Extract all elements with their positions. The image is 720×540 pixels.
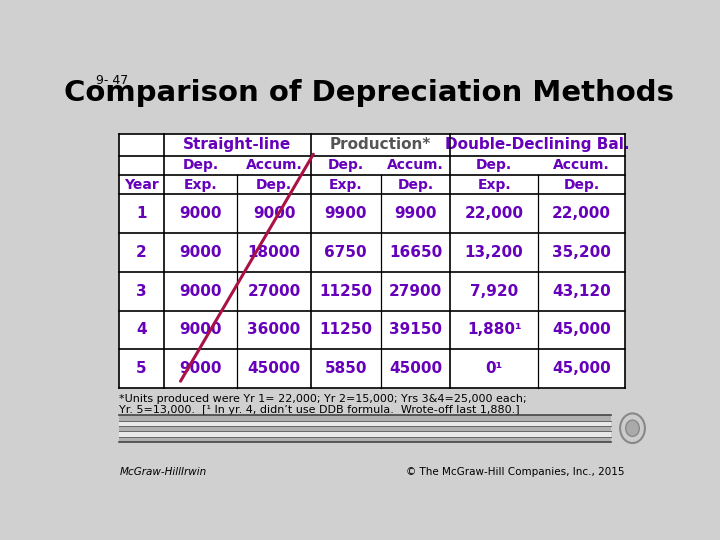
Text: 9000: 9000	[179, 206, 222, 221]
Bar	[120, 421, 611, 426]
Text: 45000: 45000	[248, 361, 301, 376]
Text: 1,880¹: 1,880¹	[467, 322, 521, 338]
Text: Comparison of Depreciation Methods: Comparison of Depreciation Methods	[64, 79, 674, 107]
Text: 2: 2	[136, 245, 147, 260]
Text: 39150: 39150	[389, 322, 442, 338]
Text: Dep.: Dep.	[476, 158, 512, 172]
Text: 5850: 5850	[325, 361, 367, 376]
Text: 27900: 27900	[389, 284, 442, 299]
Text: 4: 4	[136, 322, 147, 338]
Text: 5: 5	[136, 361, 147, 376]
Text: 45,000: 45,000	[552, 361, 611, 376]
Text: Dep.: Dep.	[256, 178, 292, 192]
Text: Exp.: Exp.	[184, 178, 217, 192]
Text: 3: 3	[136, 284, 147, 299]
Text: 36000: 36000	[248, 322, 301, 338]
Text: 43,120: 43,120	[552, 284, 611, 299]
Text: Exp.: Exp.	[329, 178, 363, 192]
Text: 13,200: 13,200	[465, 245, 523, 260]
Text: 7,920: 7,920	[470, 284, 518, 299]
Text: 27000: 27000	[248, 284, 301, 299]
Text: 1: 1	[136, 206, 147, 221]
Text: Year: Year	[124, 178, 159, 192]
Text: Accum.: Accum.	[387, 158, 444, 172]
Text: 9000: 9000	[179, 322, 222, 338]
Text: 0¹: 0¹	[485, 361, 503, 376]
Text: Straight-line: Straight-line	[183, 137, 292, 152]
Text: 9000: 9000	[253, 206, 295, 221]
Text: Exp.: Exp.	[477, 178, 511, 192]
Text: 18000: 18000	[248, 245, 300, 260]
Text: 11250: 11250	[319, 284, 372, 299]
Text: Dep.: Dep.	[182, 158, 218, 172]
Text: 9- 47: 9- 47	[96, 74, 128, 87]
Text: Dep.: Dep.	[397, 178, 433, 192]
Bar	[120, 134, 625, 388]
Bar	[120, 437, 611, 442]
Bar	[120, 431, 611, 437]
Text: 9900: 9900	[395, 206, 437, 221]
Ellipse shape	[620, 414, 645, 443]
Text: 6750: 6750	[325, 245, 367, 260]
Text: 35,200: 35,200	[552, 245, 611, 260]
Text: 11250: 11250	[319, 322, 372, 338]
Text: McGraw-HillIrwin: McGraw-HillIrwin	[120, 467, 207, 477]
Text: 45,000: 45,000	[552, 322, 611, 338]
Bar	[120, 415, 611, 421]
Text: Accum.: Accum.	[246, 158, 302, 172]
Text: Accum.: Accum.	[553, 158, 610, 172]
Text: 9900: 9900	[325, 206, 367, 221]
Text: 9000: 9000	[179, 284, 222, 299]
Text: Production*: Production*	[330, 137, 431, 152]
Text: Dep.: Dep.	[563, 178, 600, 192]
Text: Yr. 5=13,000.  [¹ In yr. 4, didn’t use DDB formula.  Wrote-off last 1,880.]: Yr. 5=13,000. [¹ In yr. 4, didn’t use DD…	[120, 405, 520, 415]
Text: 9000: 9000	[179, 361, 222, 376]
Text: Double-Declining Bal.: Double-Declining Bal.	[445, 137, 630, 152]
Text: 16650: 16650	[389, 245, 442, 260]
Text: Dep.: Dep.	[328, 158, 364, 172]
Text: 9000: 9000	[179, 245, 222, 260]
Text: *Units produced were Yr 1= 22,000; Yr 2=15,000; Yrs 3&4=25,000 each;: *Units produced were Yr 1= 22,000; Yr 2=…	[120, 394, 527, 404]
Bar	[120, 426, 611, 431]
Ellipse shape	[626, 420, 639, 436]
Text: 22,000: 22,000	[464, 206, 523, 221]
Text: © The McGraw-Hill Companies, Inc., 2015: © The McGraw-Hill Companies, Inc., 2015	[406, 467, 625, 477]
Text: 45000: 45000	[389, 361, 442, 376]
Text: 22,000: 22,000	[552, 206, 611, 221]
